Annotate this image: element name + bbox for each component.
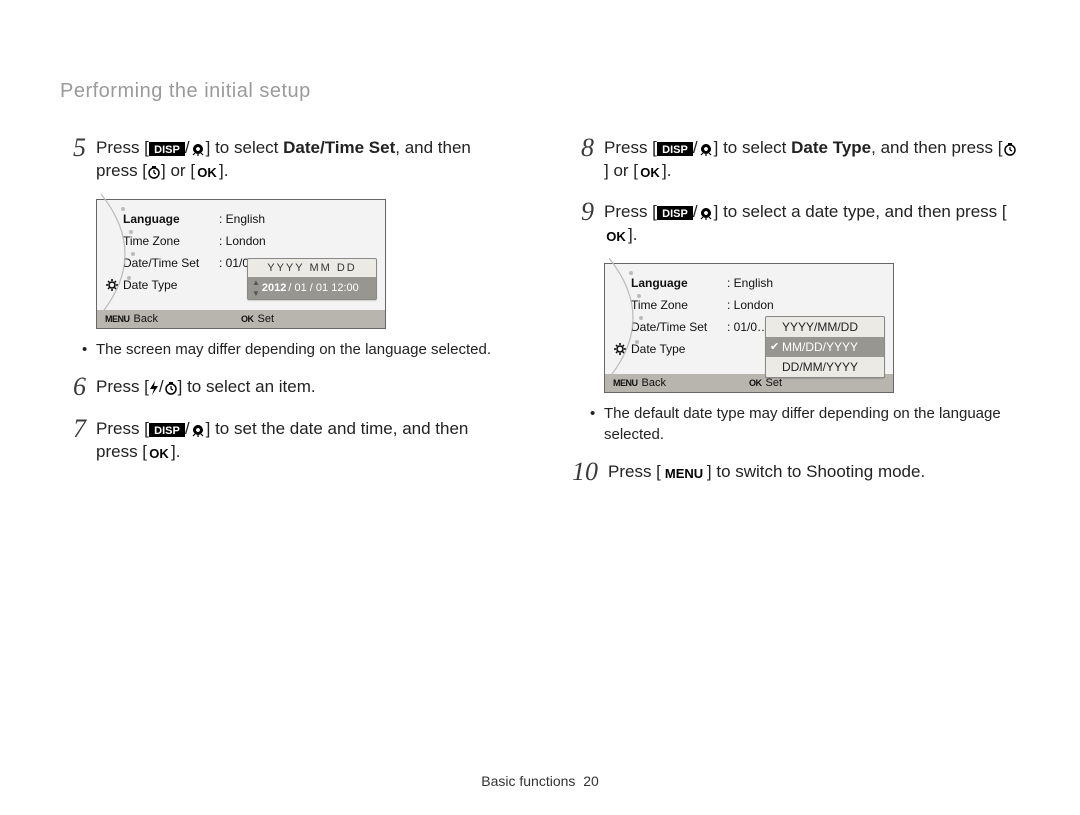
- ok-icon: OK: [195, 165, 219, 179]
- ok-button-label: OK: [241, 314, 254, 324]
- svg-text:OK: OK: [197, 165, 217, 179]
- popup-header: YYYY MM DD: [248, 259, 376, 277]
- menu-row-timezone: Time Zone London: [631, 294, 885, 316]
- menu-row-timezone: Time Zone London: [123, 230, 377, 252]
- step-text: Press [/] to select an item.: [96, 374, 512, 400]
- step-number: 5: [60, 135, 86, 183]
- step-7: 7 Press [DISP/] to set the date and time…: [60, 416, 512, 464]
- macro-icon: [698, 142, 714, 156]
- svg-text:OK: OK: [606, 229, 626, 243]
- timer-icon: [1003, 142, 1017, 156]
- menu-row-language: Language English: [631, 272, 885, 294]
- step-text: Press [DISP/] to set the date and time, …: [96, 416, 512, 464]
- gear-icon: [613, 342, 627, 356]
- ok-button-label: OK: [749, 378, 762, 388]
- ok-icon: OK: [147, 446, 171, 460]
- right-column: 8 Press [DISP/] to select Date Type, and…: [568, 135, 1020, 501]
- note-left: The screen may differ depending on the l…: [96, 339, 512, 360]
- disp-icon: DISP: [657, 206, 693, 220]
- step-9: 9 Press [DISP/] to select a date type, a…: [568, 199, 1020, 247]
- menu-row-language: Language English: [123, 208, 377, 230]
- step-number: 8: [568, 135, 594, 183]
- svg-text:DISP: DISP: [662, 208, 688, 220]
- popup-value-row: ▲▼ 2012 / 01 / 01 12:00: [248, 277, 376, 299]
- step-8: 8 Press [DISP/] to select Date Type, and…: [568, 135, 1020, 183]
- lcd-screenshot-datetime: Language English Time Zone London Date/T…: [96, 199, 386, 329]
- gear-icon: [105, 278, 119, 292]
- page-footer: Basic functions 20: [0, 773, 1080, 789]
- macro-icon: [190, 423, 206, 437]
- step-number: 7: [60, 416, 86, 464]
- timer-icon: [164, 381, 178, 395]
- section-title: Performing the initial setup: [60, 80, 1020, 103]
- menu-button-label: MENU: [105, 314, 130, 324]
- note-right: The default date type may differ dependi…: [604, 403, 1020, 445]
- svg-text:DISP: DISP: [154, 144, 180, 156]
- step-text: Press [MENU] to switch to Shooting mode.: [608, 459, 1020, 485]
- ok-icon: OK: [638, 165, 662, 179]
- disp-icon: DISP: [149, 423, 185, 437]
- disp-icon: DISP: [149, 142, 185, 156]
- timer-icon: [147, 165, 161, 179]
- step-6: 6 Press [/] to select an item.: [60, 374, 512, 400]
- step-text: Press [DISP/] to select Date/Time Set, a…: [96, 135, 512, 183]
- step-number: 6: [60, 374, 86, 400]
- left-column: 5 Press [DISP/] to select Date/Time Set,…: [60, 135, 512, 501]
- option-yyyymmdd: YYYY/MM/DD: [766, 317, 884, 337]
- step-number: 10: [568, 459, 598, 485]
- datetype-options-popup: YYYY/MM/DD ✔MM/DD/YYYY DD/MM/YYYY: [765, 316, 885, 378]
- ok-icon: OK: [604, 229, 628, 243]
- check-icon: ✔: [770, 340, 779, 353]
- step-number: 9: [568, 199, 594, 247]
- flash-icon: [149, 381, 159, 395]
- svg-text:MENU: MENU: [665, 466, 703, 480]
- svg-text:DISP: DISP: [662, 144, 688, 156]
- step-5: 5 Press [DISP/] to select Date/Time Set,…: [60, 135, 512, 183]
- step-text: Press [DISP/] to select a date type, and…: [604, 199, 1020, 247]
- menu-icon: MENU: [661, 466, 707, 480]
- lcd-footer: MENUBack OKSet: [97, 310, 385, 328]
- updown-chevrons-icon: ▲▼: [252, 280, 260, 296]
- disp-icon: DISP: [657, 142, 693, 156]
- date-editor-popup: YYYY MM DD ▲▼ 2012 / 01 / 01 12:00: [247, 258, 377, 300]
- menu-button-label: MENU: [613, 378, 638, 388]
- macro-icon: [190, 142, 206, 156]
- option-ddmmyyyy: DD/MM/YYYY: [766, 357, 884, 377]
- svg-text:OK: OK: [149, 446, 169, 460]
- step-text: Press [DISP/] to select Date Type, and t…: [604, 135, 1020, 183]
- lcd-screenshot-datetype: Language English Time Zone London Date/T…: [604, 263, 894, 393]
- svg-text:OK: OK: [640, 165, 660, 179]
- svg-text:DISP: DISP: [154, 425, 180, 437]
- step-10: 10 Press [MENU] to switch to Shooting mo…: [568, 459, 1020, 485]
- option-mmddyyyy: ✔MM/DD/YYYY: [766, 337, 884, 357]
- macro-icon: [698, 206, 714, 220]
